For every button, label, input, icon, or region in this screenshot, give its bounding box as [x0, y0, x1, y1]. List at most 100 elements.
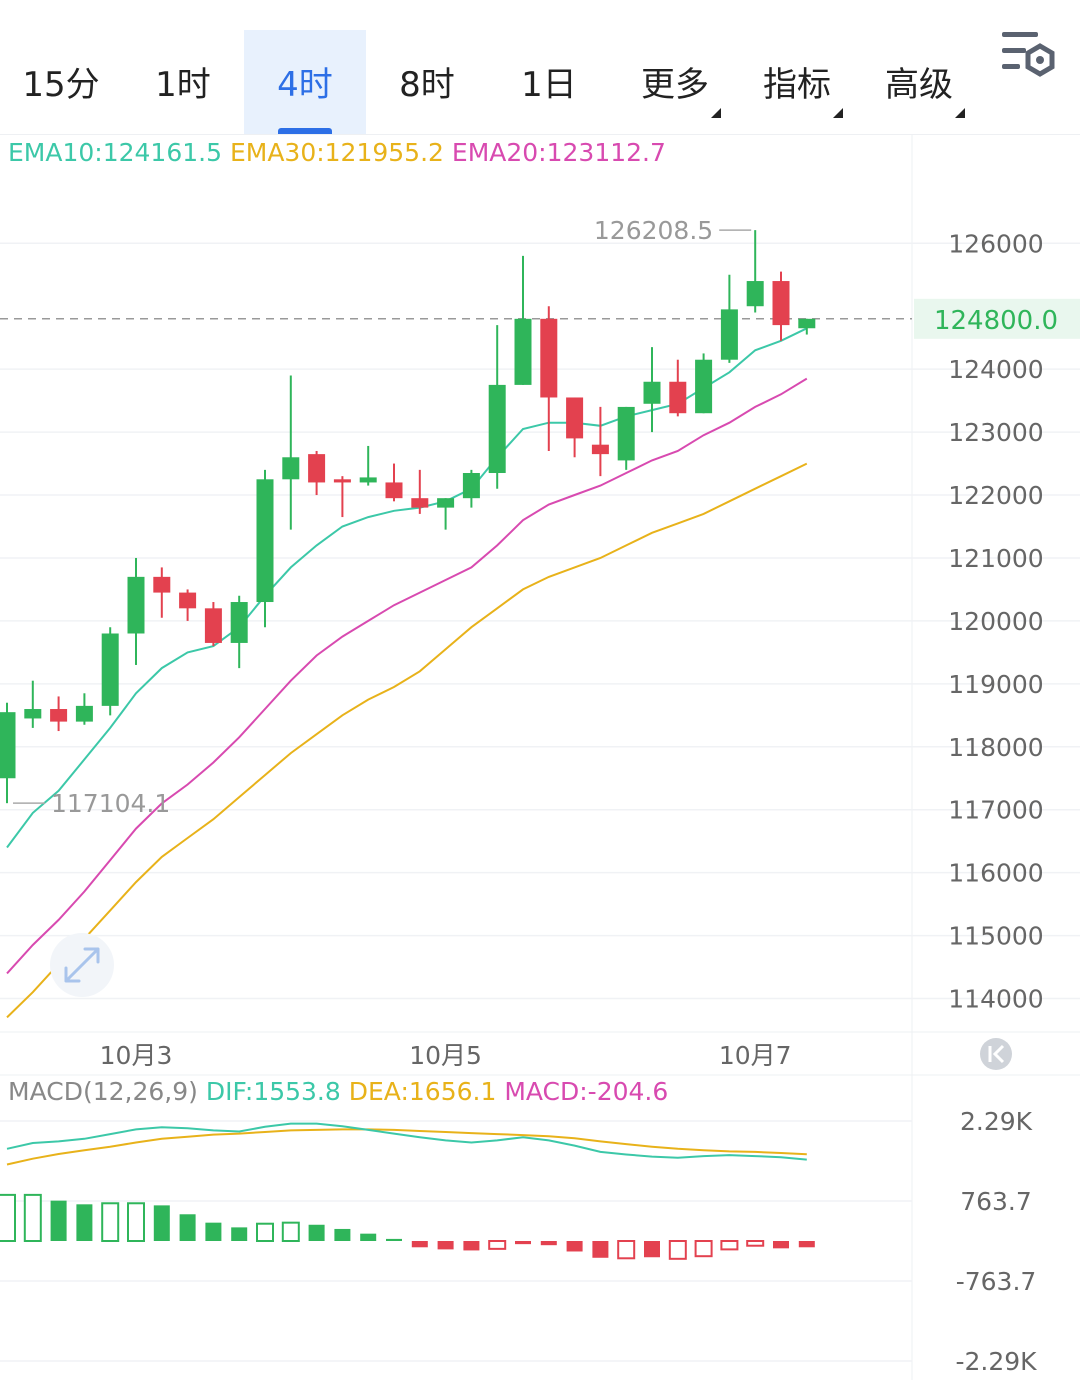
candle-body — [746, 281, 764, 307]
scroll-to-start-icon[interactable] — [980, 1038, 1012, 1070]
macd-bar — [488, 1240, 507, 1250]
candle-body — [591, 444, 609, 455]
y-tick-label: 117000 — [948, 796, 1043, 825]
tab-label: 4时 — [277, 65, 333, 105]
macd-bar — [463, 1241, 480, 1251]
macd-bar — [540, 1241, 557, 1246]
macd-bar — [437, 1241, 454, 1250]
macd-bar — [668, 1240, 687, 1260]
candle-body — [798, 318, 816, 329]
macd-bar — [746, 1240, 765, 1247]
macd-bar — [23, 1193, 42, 1243]
candle-body — [0, 712, 16, 779]
macd-tick-label: -763.7 — [956, 1267, 1037, 1296]
macd-bar — [0, 1193, 16, 1243]
expand-arrows — [64, 947, 100, 983]
tab-3[interactable]: 8时 — [366, 30, 488, 134]
candle-body — [488, 384, 506, 474]
macd-bar — [50, 1200, 67, 1241]
macd-legend: MACD(12,26,9) DIF:1553.8 DEA:1656.1 MACD… — [8, 1077, 668, 1106]
low-price-label: 117104.1 — [51, 789, 170, 818]
macd-bar — [644, 1241, 660, 1258]
tab-4[interactable]: 1日 — [488, 30, 610, 134]
y-tick-label: 116000 — [948, 859, 1043, 888]
macd-bar — [592, 1241, 609, 1258]
macd-bar — [76, 1204, 93, 1241]
current-price-label: 124800.0 — [934, 306, 1058, 336]
macd-bar — [101, 1202, 120, 1243]
macd-bar — [566, 1241, 583, 1252]
chart-settings-icon[interactable] — [996, 26, 1060, 86]
macd-bar — [617, 1240, 636, 1260]
y-tick-label: 121000 — [948, 544, 1043, 573]
tab-0[interactable]: 15分 — [0, 30, 122, 134]
candle-body — [282, 457, 300, 480]
candle-body — [540, 318, 558, 398]
expand-icon[interactable] — [50, 933, 114, 997]
macd-bar — [231, 1227, 248, 1241]
x-tick-label: 10月3 — [100, 1041, 173, 1070]
candle-body — [230, 602, 248, 643]
timeframe-tabs: 15分 1时 4时 8时 1日 更多 指标 高级 — [0, 30, 1080, 134]
macd-value-legend: MACD:-204.6 — [504, 1077, 669, 1106]
candle-body — [411, 498, 429, 508]
dea-line — [6, 1128, 807, 1166]
macd-bar — [773, 1241, 789, 1249]
ema10-legend: EMA10:124161.5 — [8, 138, 222, 167]
macd-bar — [308, 1224, 325, 1241]
macd-bar — [694, 1240, 713, 1258]
y-tick-label: 120000 — [948, 607, 1043, 636]
ema10-line — [6, 327, 808, 849]
macd-title: MACD(12,26,9) — [8, 1077, 198, 1106]
ema20-legend: EMA20:123112.7 — [451, 138, 666, 167]
y-tick-label: 114000 — [948, 985, 1043, 1014]
macd-bar — [334, 1228, 351, 1241]
candle-body — [50, 709, 68, 722]
candle-body — [179, 592, 197, 609]
macd-tick-label: -2.29K — [955, 1347, 1037, 1376]
ema-legend: EMA10:124161.5 EMA30:121955.2 EMA20:1231… — [8, 138, 666, 167]
candle-body — [333, 479, 351, 483]
candle-body — [695, 359, 713, 414]
tab-2[interactable]: 4时 — [244, 30, 366, 134]
y-tick-label: 122000 — [948, 481, 1043, 510]
tab-5[interactable]: 更多 — [620, 30, 742, 134]
tab-label: 1日 — [521, 65, 577, 105]
tab-1[interactable]: 1时 — [122, 30, 244, 134]
tab-6[interactable]: 指标 — [742, 30, 864, 134]
y-tick-label: 126000 — [948, 229, 1043, 258]
macd-bar — [720, 1240, 739, 1251]
y-tick-label: 123000 — [948, 418, 1043, 447]
candle-body — [359, 477, 377, 483]
macd-bar — [798, 1241, 815, 1248]
tab-label: 更多 — [641, 65, 709, 105]
y-tick-label: 124000 — [948, 355, 1043, 384]
candle-body — [617, 406, 635, 461]
candle-body — [514, 318, 532, 385]
tabs-divider — [0, 134, 1080, 135]
macd-bar — [256, 1222, 274, 1242]
candle-body — [127, 576, 145, 634]
dropdown-caret-icon — [711, 108, 721, 118]
macd-bar — [411, 1241, 428, 1248]
candle-body — [720, 309, 738, 360]
macd-tick-label: 2.29K — [960, 1107, 1033, 1136]
ema30-legend: EMA30:121955.2 — [229, 138, 444, 167]
dropdown-caret-icon — [833, 108, 843, 118]
macd-bar — [281, 1221, 300, 1243]
candle-body — [566, 397, 584, 439]
macd-bar — [386, 1238, 402, 1241]
candle-body — [204, 608, 222, 643]
candle-body — [308, 454, 326, 483]
candle-body — [669, 381, 687, 414]
macd-bar — [360, 1233, 377, 1241]
candle-body — [772, 281, 790, 326]
scroll-icon-glyph — [988, 1044, 1005, 1064]
current-price-badge — [914, 298, 1080, 339]
dea-legend: DEA:1656.1 — [348, 1077, 497, 1106]
ema20-line — [6, 377, 808, 975]
tab-label: 1时 — [155, 65, 211, 105]
tab-7[interactable]: 高级 — [864, 30, 986, 134]
y-tick-label: 118000 — [948, 733, 1043, 762]
